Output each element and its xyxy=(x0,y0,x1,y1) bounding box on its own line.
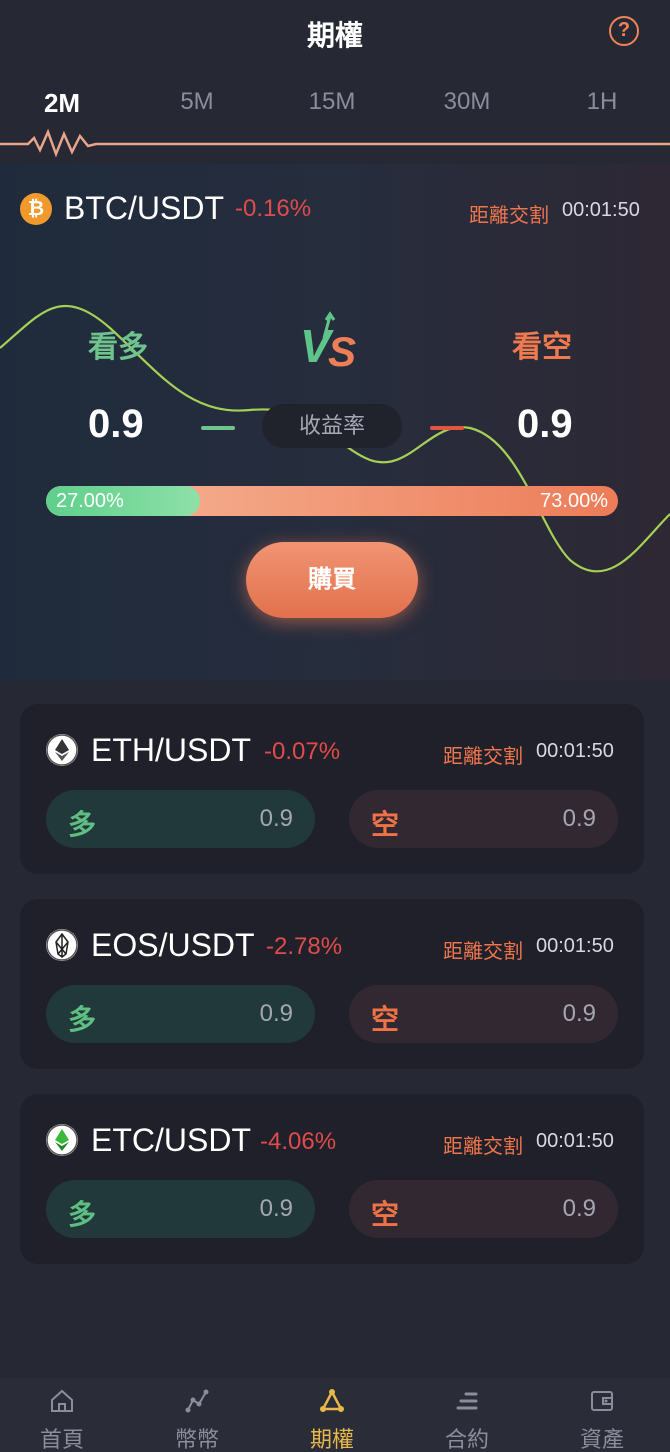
long-label: 多 xyxy=(68,1199,97,1230)
short-label: 空 xyxy=(371,809,400,840)
vs-icon: V S xyxy=(300,311,356,370)
ethereum-classic-icon xyxy=(46,1124,78,1156)
hero-pair: BTC/USDT xyxy=(64,190,224,226)
tab-2m[interactable]: 2M xyxy=(43,88,81,118)
period-tabs: 2M 5M 15M 30M 1H xyxy=(0,88,670,128)
hero-up-label: 看多 xyxy=(88,331,148,364)
short-rate: 0.9 xyxy=(562,1000,596,1027)
nav-options-label: 期權 xyxy=(309,1427,354,1452)
coin-countdown-label: 距離交割 xyxy=(443,941,523,963)
short-rate: 0.9 xyxy=(562,805,596,832)
question-circle-icon[interactable]: ? xyxy=(609,16,639,46)
hero-change: -0.16% xyxy=(235,195,312,222)
home-icon xyxy=(51,1389,73,1412)
long-label: 多 xyxy=(68,1004,97,1035)
tab-1h[interactable]: 1H xyxy=(586,88,618,115)
hero-countdown: 00:01:50 xyxy=(562,199,640,221)
long-rate: 0.9 xyxy=(259,1195,293,1222)
long-rate: 0.9 xyxy=(259,1000,293,1027)
header: 期權 ? xyxy=(0,0,670,64)
short-button[interactable]: 空 0.9 xyxy=(349,790,618,848)
nav-assets[interactable]: 資產 xyxy=(552,1378,652,1452)
up-dash xyxy=(201,426,235,430)
short-button[interactable]: 空 0.9 xyxy=(349,1180,618,1238)
tab-30m[interactable]: 30M xyxy=(443,88,491,115)
ratio-up-fill xyxy=(46,486,201,516)
long-button[interactable]: 多 0.9 xyxy=(46,985,315,1043)
nav-home-label: 首頁 xyxy=(39,1427,84,1452)
triangle-nodes-icon xyxy=(320,1389,344,1412)
nav-options[interactable]: 期權 xyxy=(282,1378,382,1452)
down-dash xyxy=(430,426,464,430)
btc-hero-card: ₿ BTC/USDT -0.16% 距離交割 00:01:50 看多 V S 看… xyxy=(0,164,670,680)
coin-change: -2.78% xyxy=(266,933,343,960)
coin-card-eth: ETH/USDT -0.07% 距離交割 00:01:50 多 0.9 空 0.… xyxy=(20,704,644,874)
long-button[interactable]: 多 0.9 xyxy=(46,790,315,848)
tab-15m[interactable]: 15M xyxy=(308,88,356,115)
price-wave-line xyxy=(0,304,670,573)
long-rate: 0.9 xyxy=(259,805,293,832)
short-button[interactable]: 空 0.9 xyxy=(349,985,618,1043)
ethereum-icon xyxy=(46,734,78,766)
short-label: 空 xyxy=(371,1199,400,1230)
short-rate: 0.9 xyxy=(562,1195,596,1222)
bars-icon xyxy=(456,1392,478,1410)
hero-down-label: 看空 xyxy=(512,331,572,364)
coin-card-etc: ETC/USDT -4.06% 距離交割 00:01:50 多 0.9 空 0.… xyxy=(20,1094,644,1264)
yield-rate-label: 收益率 xyxy=(262,404,402,448)
hero-down-rate: 0.9 xyxy=(517,402,573,446)
coin-countdown-label: 距離交割 xyxy=(443,1136,523,1158)
bitcoin-icon: ₿ xyxy=(20,193,52,225)
tab-indicator-line xyxy=(0,128,670,158)
coin-change: -0.07% xyxy=(264,738,341,765)
hero-up-rate: 0.9 xyxy=(88,402,144,446)
nav-contract[interactable]: 合約 xyxy=(417,1378,517,1452)
coin-countdown-label: 距離交割 xyxy=(443,746,523,768)
coin-pair: ETC/USDT xyxy=(91,1122,251,1158)
bottom-nav: 首頁 幣幣 期權 合約 資產 xyxy=(0,1378,670,1452)
short-label: 空 xyxy=(371,1004,400,1035)
nav-spot[interactable]: 幣幣 xyxy=(147,1378,247,1452)
long-short-ratio-bar: 27.00% 73.00% xyxy=(46,486,618,516)
coin-pair: EOS/USDT xyxy=(91,927,255,963)
coin-pair: ETH/USDT xyxy=(91,732,251,768)
coin-change: -4.06% xyxy=(260,1128,337,1155)
svg-text:V: V xyxy=(300,320,334,370)
tab-5m[interactable]: 5M xyxy=(180,88,214,115)
chart-nodes-icon xyxy=(185,1389,209,1413)
nav-contract-label: 合約 xyxy=(444,1427,489,1452)
coin-countdown: 00:01:50 xyxy=(536,740,614,762)
nav-home[interactable]: 首頁 xyxy=(12,1378,112,1452)
svg-text:S: S xyxy=(328,328,356,370)
ratio-down-text: 73.00% xyxy=(540,490,608,512)
buy-button[interactable]: 購買 xyxy=(246,542,418,618)
nav-assets-label: 資產 xyxy=(579,1427,624,1452)
coin-card-eos: EOS/USDT -2.78% 距離交割 00:01:50 多 0.9 空 0.… xyxy=(20,899,644,1069)
nav-spot-label: 幣幣 xyxy=(174,1427,219,1452)
hero-countdown-label: 距離交割 xyxy=(469,205,549,227)
long-button[interactable]: 多 0.9 xyxy=(46,1180,315,1238)
page-title: 期權 xyxy=(306,20,363,51)
wallet-icon xyxy=(591,1391,613,1411)
ratio-up-text: 27.00% xyxy=(56,490,124,512)
long-label: 多 xyxy=(68,809,97,840)
coin-countdown: 00:01:50 xyxy=(536,1130,614,1152)
coin-countdown: 00:01:50 xyxy=(536,935,614,957)
eos-icon xyxy=(46,929,78,961)
